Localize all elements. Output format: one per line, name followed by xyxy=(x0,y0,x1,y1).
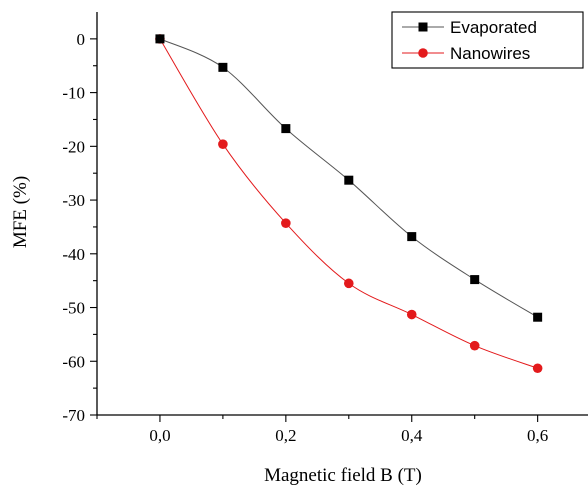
data-point xyxy=(344,175,354,185)
x-tick-label: 0,4 xyxy=(401,426,423,445)
y-tick-label: -20 xyxy=(62,137,85,156)
plot-area xyxy=(155,34,543,374)
series-evaporated xyxy=(155,34,543,322)
series-nanowires xyxy=(155,34,543,374)
data-point xyxy=(406,309,417,320)
x-tick-label: 0,6 xyxy=(527,426,548,445)
data-point xyxy=(533,312,543,322)
y-tick-label: -10 xyxy=(62,84,85,103)
data-point xyxy=(469,340,480,351)
data-point xyxy=(532,363,543,374)
y-tick-label: -50 xyxy=(62,299,85,318)
legend-box xyxy=(391,11,584,69)
data-point xyxy=(407,232,417,242)
legend-marker-circle xyxy=(418,48,428,58)
legend-label: Evaporated xyxy=(450,18,537,37)
data-point xyxy=(470,275,480,285)
data-point xyxy=(281,124,291,134)
y-tick-label: -30 xyxy=(62,191,85,210)
legend-marker-square xyxy=(418,22,428,32)
x-tick-label: 0,2 xyxy=(275,426,296,445)
y-tick-label: -40 xyxy=(62,245,85,264)
data-point xyxy=(218,62,228,72)
data-point xyxy=(343,278,354,289)
legend: Evaporated Nanowires xyxy=(391,11,584,69)
data-point xyxy=(218,139,228,149)
x-tick-label: 0,0 xyxy=(149,426,170,445)
y-axis-title: MFE (%) xyxy=(10,176,31,248)
y-tick-label: 0 xyxy=(77,30,86,49)
series-line xyxy=(159,38,538,369)
legend-label: Nanowires xyxy=(450,44,530,63)
y-tick-label: -70 xyxy=(62,406,85,425)
axes xyxy=(96,12,588,416)
data-point xyxy=(155,34,165,44)
x-axis-title: Magnetic field B (T) xyxy=(264,465,422,486)
ticks: 0,0 0,2 0,4 0,6 0 -10 -20 -30 -40 -50 -60 -70 xyxy=(62,30,548,445)
y-tick-label: -60 xyxy=(62,352,85,371)
data-point xyxy=(281,218,291,228)
